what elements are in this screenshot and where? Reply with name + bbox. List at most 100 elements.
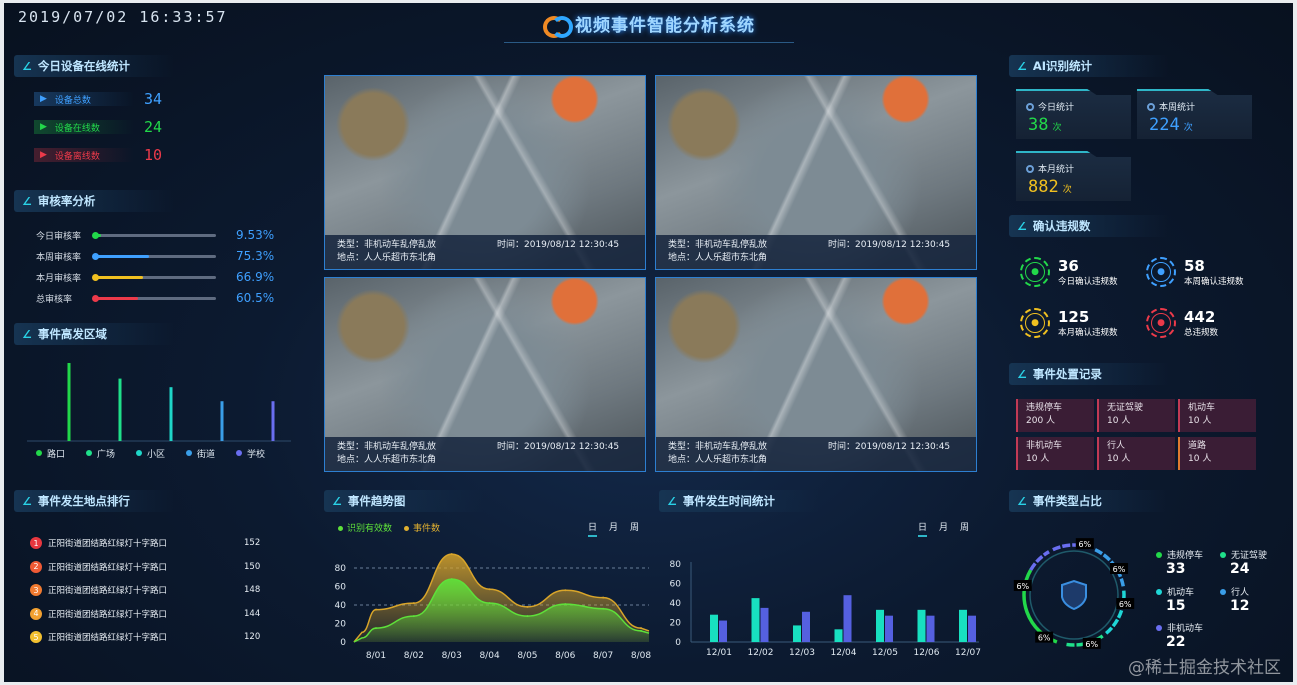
ai-stat-card: 本周统计 224 次 [1137, 89, 1252, 139]
bar [926, 615, 935, 642]
time-bar-chart: 0 20 40 60 80 12/01 12/02 12/03 12/04 12/05 12/06 1… [670, 560, 981, 658]
camera-feed[interactable]: 类型：非机动车乱停乱放 地点：人人乐超市东北角 时间：2019/08/12 12:3… [655, 75, 977, 270]
rate-label: 总审核率 [36, 294, 73, 305]
rank-count: 148 [244, 585, 261, 595]
review-rate-row: 总审核率 60.5% [36, 288, 274, 308]
y-tick-label: 60 [335, 583, 347, 593]
ai-stat-card: 本月统计 882 次 [1016, 151, 1131, 201]
record-label: 非机动车 [1026, 441, 1063, 451]
section-title: 事件类型占比 [1032, 494, 1102, 508]
record-cell[interactable]: 非机动车 10 人 [1016, 437, 1094, 470]
record-value: 10 人 [1107, 416, 1131, 426]
legend-dot [186, 450, 192, 456]
bar [760, 607, 769, 642]
section-title: 事件发生地点排行 [37, 494, 130, 508]
x-tick-label: 12/04 [831, 648, 857, 658]
rate-progress-bar [92, 273, 216, 281]
camera-feed[interactable]: 类型：非机动车乱停乱放 地点：人人乐超市东北角 时间：2019/08/12 12:3… [655, 277, 977, 472]
bar [719, 620, 727, 642]
data-point [375, 627, 377, 630]
ranking-row[interactable]: 4 正阳街道团结路红绿灯十字路口 144 [30, 606, 260, 622]
camera-feed[interactable]: 类型：非机动车乱停乱放 地点：人人乐超市东北角 时间：2019/08/12 12:3… [324, 277, 646, 472]
user-ring: ● [1020, 308, 1050, 338]
user-ring: ● [1020, 257, 1050, 287]
slice-label-bg [1082, 637, 1101, 649]
section-time-stats: ∠ 事件发生时间统计 [659, 490, 819, 512]
x-tick-label: 8/01 [366, 651, 386, 661]
bar [876, 609, 884, 642]
card-unit: 次 [1052, 123, 1062, 133]
data-point [488, 602, 491, 605]
card-value-row: 38 次 [1028, 115, 1062, 135]
camera-feed[interactable]: 类型：非机动车乱停乱放 地点：人人乐超市东北角 时间：2019/08/12 12:3… [324, 75, 646, 270]
data-point [526, 615, 529, 618]
dashboard: 2019/07/02 16:33:57 视频事件智能分析系统 ∠ 今日设备在线统计… [4, 3, 1293, 682]
tab-day[interactable]: 日 [918, 520, 928, 537]
device-label-box: ▶ 设备在线数 [34, 120, 134, 134]
inner-ring [1029, 550, 1119, 640]
type-value: 12 [1230, 598, 1250, 614]
section-review: ∠ 审核率分析 [14, 190, 174, 212]
legend-dot [1156, 552, 1162, 558]
globe-icon [1026, 102, 1034, 111]
data-point [450, 578, 453, 581]
tab-week[interactable]: 周 [630, 523, 640, 533]
rank-location: 正阳街道团结路红绿灯十字路口 [48, 562, 168, 573]
tab-month[interactable]: 月 [939, 523, 949, 533]
card-value: 882 [1028, 177, 1059, 197]
x-tick-label: 8/07 [593, 651, 613, 661]
record-cell[interactable]: 违规停车 200 人 [1016, 399, 1094, 432]
record-cell[interactable]: 机动车 10 人 [1178, 399, 1256, 432]
record-label: 违规停车 [1026, 403, 1063, 413]
feed-caption: 类型：非机动车乱停乱放 地点：人人乐超市东北角 时间：2019/08/12 12:3… [325, 437, 645, 471]
area-bar [220, 401, 224, 441]
user-icon: ● [1151, 313, 1171, 333]
bar [968, 615, 976, 642]
clock: 2019/07/02 16:33:57 [18, 8, 228, 26]
review-rate-row: 本月审核率 66.9% [36, 267, 274, 287]
record-value: 10 人 [1188, 454, 1212, 464]
ranking-row[interactable]: 5 正阳街道团结路红绿灯十字路口 120 [30, 629, 260, 645]
legend-dot [1220, 589, 1226, 595]
time-period-tabs: 日月周 [918, 520, 969, 537]
slice-label-bg [1110, 563, 1129, 574]
card-value: 38 [1028, 115, 1049, 135]
section-title: 事件高发区域 [37, 327, 107, 341]
card-label: 今日统计 [1038, 103, 1075, 113]
record-cell[interactable]: 道路 10 人 [1178, 437, 1256, 470]
ranking-row[interactable]: 3 正阳街道团结路红绿灯十字路口 148 [30, 582, 260, 598]
section-devices: ∠ 今日设备在线统计 [14, 55, 174, 77]
tab-week[interactable]: 周 [960, 523, 970, 533]
rate-fill [94, 296, 139, 300]
x-tick-label: 12/06 [914, 648, 940, 658]
legend-dot [136, 450, 142, 456]
ranking-row[interactable]: 1 正阳街道团结路红绿灯十字路口 152 [30, 535, 260, 551]
tab-month[interactable]: 月 [609, 523, 619, 533]
section-violations: ∠ 确认违规数 [1009, 215, 1169, 237]
section-title: 事件处置记录 [1032, 367, 1102, 381]
area-legend-label: 小区 [147, 449, 165, 460]
event-location: 地点：人人乐超市东北角 [668, 253, 768, 263]
chevron-icon: ∠ [667, 494, 677, 508]
legend-item[interactable]: 事件数 [404, 521, 440, 534]
tab-day[interactable]: 日 [588, 520, 598, 537]
slice-label: 6% [1119, 600, 1132, 609]
section-title: AI识别统计 [1032, 59, 1093, 73]
legend-item[interactable]: 识别有效数 [338, 521, 392, 534]
section-title: 审核率分析 [37, 194, 96, 208]
record-label: 道路 [1188, 441, 1207, 451]
record-cell[interactable]: 行人 10 人 [1097, 437, 1175, 470]
x-tick-label: 8/08 [631, 651, 651, 661]
device-label: 设备离线数 [54, 151, 100, 162]
rate-dot [92, 231, 99, 239]
record-cell[interactable]: 无证驾驶 10 人 [1097, 399, 1175, 432]
section-title: 确认违规数 [1032, 219, 1091, 233]
y-tick-label: 60 [670, 580, 682, 590]
y-tick-label: 80 [335, 564, 347, 574]
card-header: 本周统计 [1147, 100, 1195, 113]
chevron-icon: ∠ [22, 327, 32, 341]
record-label: 无证驾驶 [1107, 403, 1144, 413]
rate-progress-bar [92, 294, 216, 302]
shield-icon [1061, 579, 1087, 611]
ranking-row[interactable]: 2 正阳街道团结路红绿灯十字路口 150 [30, 559, 260, 575]
